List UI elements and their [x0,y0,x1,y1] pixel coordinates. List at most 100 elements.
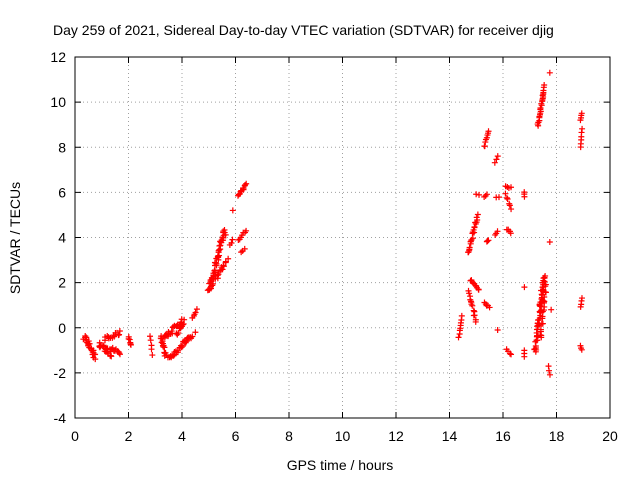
data-point [221,226,228,233]
data-point [506,350,513,357]
data-point [213,260,220,267]
data-point [170,352,177,359]
data-point [181,316,188,323]
data-point [542,281,549,288]
data-point [484,237,491,244]
data-point [225,255,232,262]
data-point [148,346,155,353]
data-point [107,352,114,359]
data-point [102,337,109,344]
data-point [222,231,229,238]
x-tick-label: 0 [71,428,79,444]
data-point [192,309,199,316]
data-point [100,342,107,349]
x-axis-label: GPS time / hours [287,457,394,473]
x-tick-label: 6 [232,428,240,444]
data-point [472,318,479,325]
y-tick-label: 8 [58,139,66,155]
data-point [476,191,483,198]
data-point [486,304,493,311]
data-point [466,290,473,297]
data-point [548,306,555,313]
data-point [242,181,249,188]
y-tick-label: 0 [58,320,66,336]
data-point [542,272,549,279]
x-tick-label: 12 [388,428,404,444]
data-point [473,191,480,198]
data-point [546,239,553,246]
data-point [170,323,177,330]
data-point [474,211,481,218]
data-point [241,245,248,252]
data-point [494,228,501,235]
grid-lines [75,57,610,418]
data-point [109,344,116,351]
data-point [229,207,236,214]
y-tick-label: -4 [54,410,67,426]
data-point [147,333,154,340]
data-point [578,295,585,302]
data-point [503,194,510,201]
data-point [537,326,544,333]
data-point [508,206,515,213]
data-point [494,153,501,160]
data-point [92,356,99,363]
data-point [541,293,548,300]
data-point [229,236,236,243]
data-point [243,180,250,187]
data-point [149,352,156,359]
data-point [193,306,200,313]
data-point [111,333,118,340]
data-points [80,69,586,378]
data-point [222,259,229,266]
data-point [220,263,227,270]
data-point [159,338,166,345]
data-point [493,156,500,163]
y-axis-ticks: -4 -2 0 2 4 6 8 10 12 [50,49,610,426]
data-point [243,227,250,234]
data-point [494,327,501,334]
data-point [210,280,217,287]
data-point [168,328,175,335]
data-point [238,249,245,256]
data-point [469,302,476,309]
data-point [542,289,549,296]
data-point [521,189,528,196]
data-point [220,228,227,235]
y-tick-label: 10 [50,94,66,110]
data-point [483,134,490,141]
data-point [521,353,528,360]
data-point [541,81,548,88]
data-point [458,312,465,319]
data-point [507,230,514,237]
data-point [127,341,134,348]
data-point [546,371,553,378]
data-point [504,196,511,203]
x-tick-label: 10 [335,428,351,444]
data-point [466,244,473,251]
data-point [537,104,544,111]
chart-title: Day 259 of 2021, Sidereal Day-to-day VTE… [53,22,554,38]
data-point [532,338,539,345]
data-point [495,194,502,201]
data-point [125,335,132,342]
data-point [212,259,219,266]
x-tick-label: 16 [495,428,511,444]
data-point [116,350,123,357]
data-point [578,110,585,117]
data-point [491,159,498,166]
x-tick-label: 8 [285,428,293,444]
x-axis-ticks: 0 2 4 6 8 10 12 14 16 18 20 [71,57,618,444]
data-point [215,271,222,278]
data-point [178,344,185,351]
data-point [116,351,123,358]
x-tick-label: 4 [178,428,186,444]
data-point [473,214,480,221]
data-point [175,330,182,337]
data-point [546,69,553,76]
x-tick-label: 20 [602,428,618,444]
data-point [508,351,515,358]
data-point [161,344,168,351]
y-axis-label: SDTVAR / TECUs [7,182,23,294]
